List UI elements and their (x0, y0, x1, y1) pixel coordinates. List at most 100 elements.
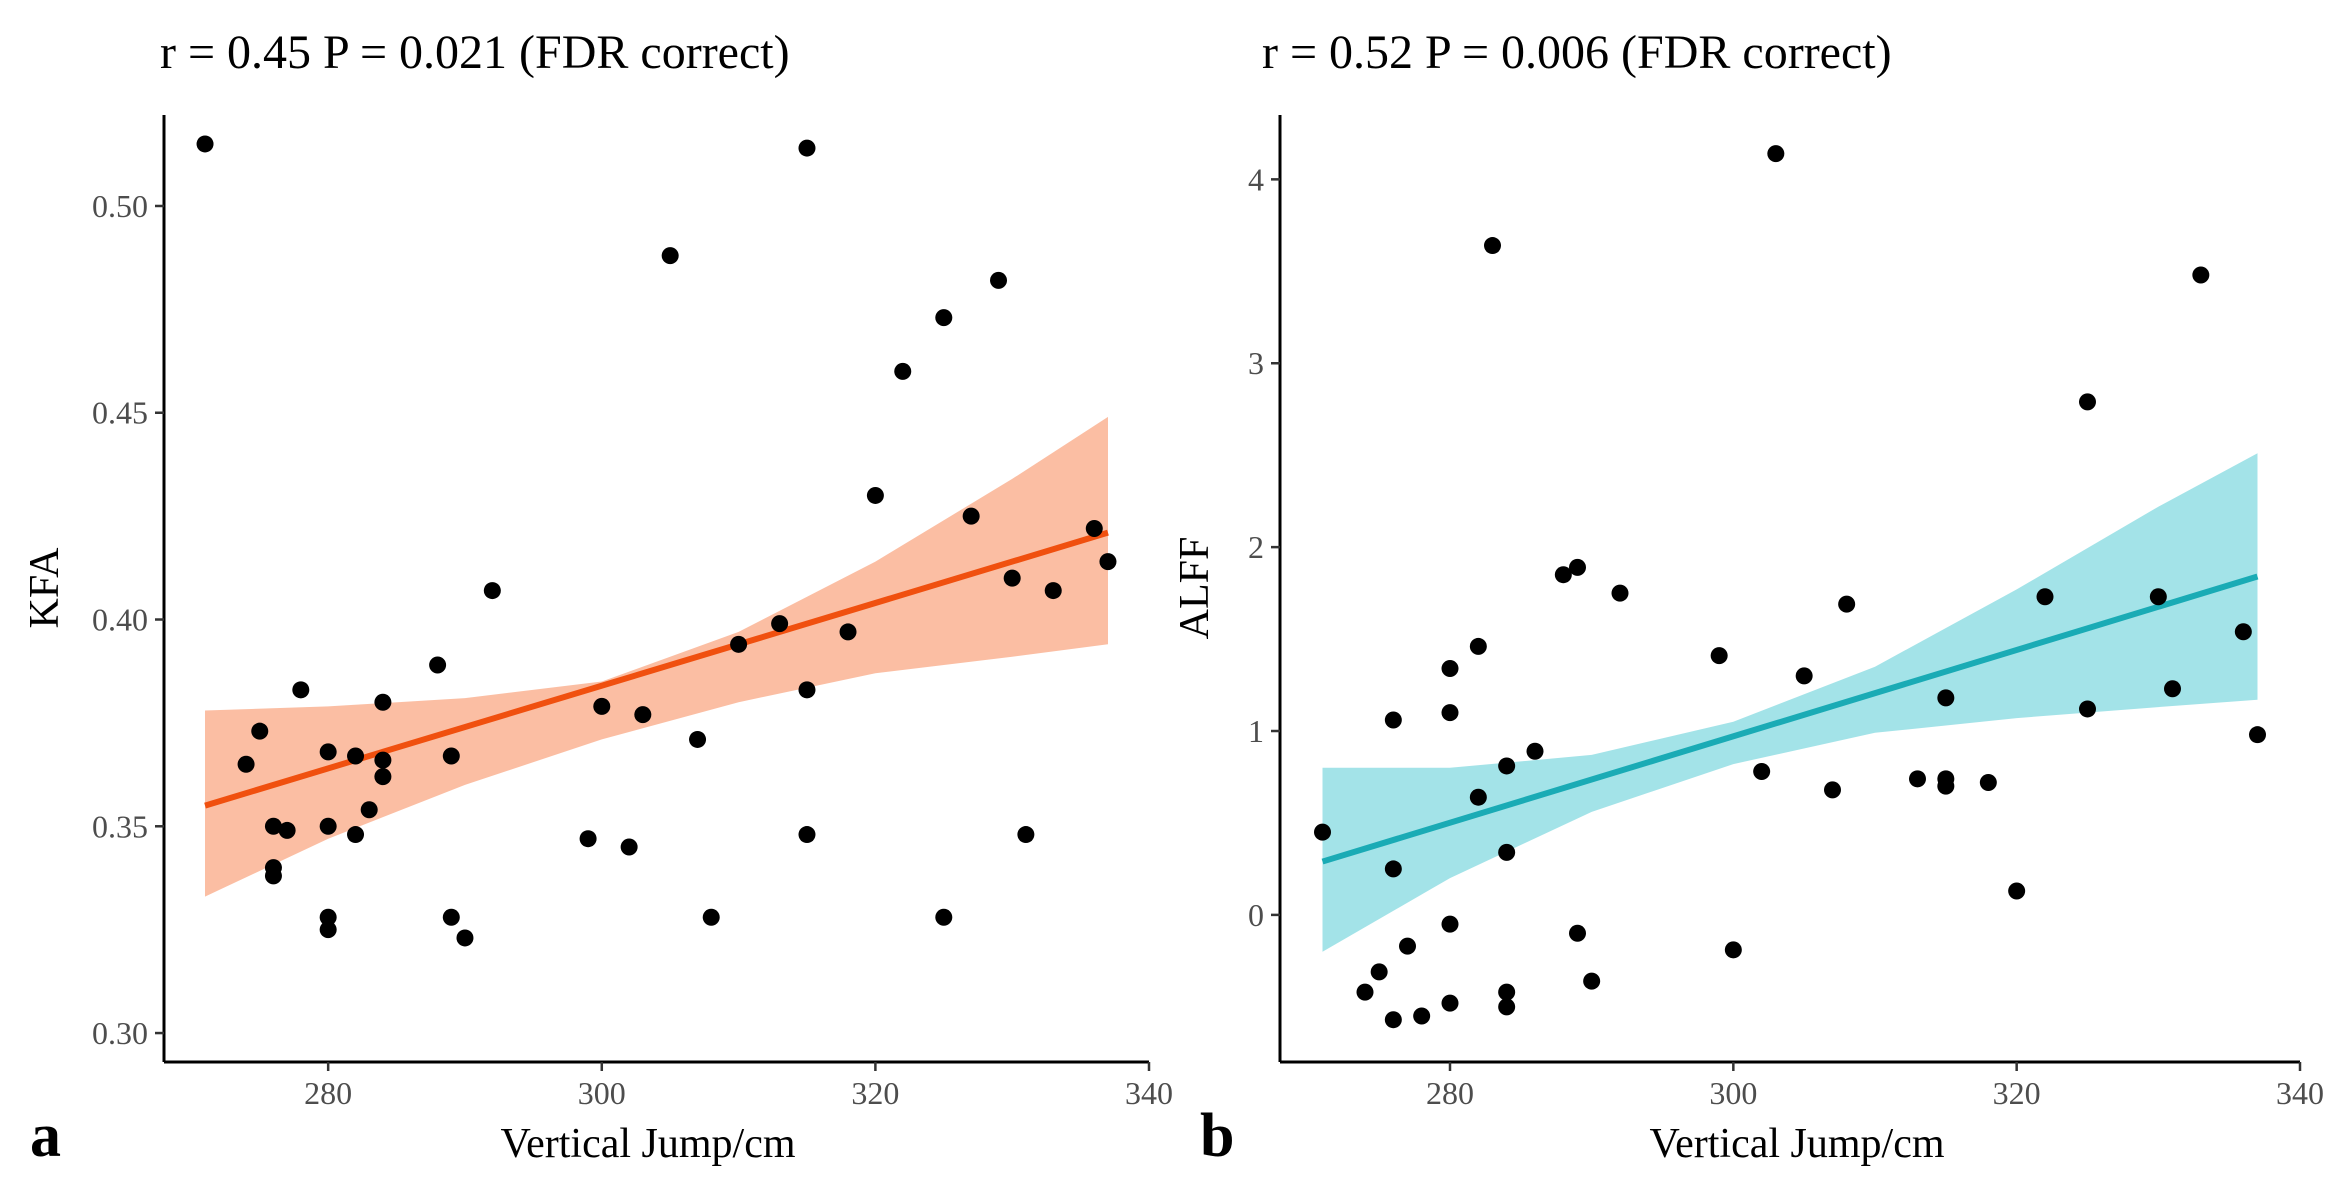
panel-b-data-point (1909, 770, 1926, 788)
panel-a-data-point (264, 867, 282, 885)
panel-b-data-point (1498, 998, 1516, 1016)
panel-b-y-tick-label: 0 (1248, 897, 1264, 933)
panel-b-fit-line (1321, 573, 2259, 865)
panel-b-data-point (1767, 145, 1785, 163)
panel-b-data-point (1724, 941, 1742, 959)
panel-a-data-point (579, 830, 597, 848)
panel-a-data-point (935, 908, 953, 926)
panel-b-x-tick-label: 320 (1993, 1075, 2041, 1111)
panel-a-data-point (990, 271, 1008, 289)
panel-a-x-tick-label: 320 (851, 1075, 899, 1111)
panel-a-data-point (319, 908, 337, 926)
panel-b-y-tick-label: 1 (1248, 713, 1264, 749)
panel-b-x-label: Vertical Jump/cm (1649, 1121, 1944, 1167)
panel-b-data-point (1498, 843, 1516, 861)
panel-a: r = 0.45 P = 0.021 (FDR correct) 0.30 0.3… (22, 26, 1173, 1170)
panel-b-y-tick-label: 2 (1248, 529, 1264, 565)
panel-a-data-point (237, 755, 255, 773)
panel-b-data-point (1384, 711, 1402, 729)
panel-b-data-point (1441, 915, 1459, 933)
panel-a-data-point (935, 309, 953, 327)
panel-b-data-point (1441, 994, 1459, 1012)
panel-b-data-point (1795, 667, 1813, 685)
panel-a-data-point (1003, 569, 1021, 587)
panel-b-data-point (1384, 860, 1402, 878)
panel-b-data-point (1753, 762, 1771, 780)
panel-b-y-tick-label: 3 (1248, 345, 1264, 381)
panel-a-y-tick-label: 0.40 (92, 602, 148, 638)
panel-b-data-point (1399, 937, 1416, 955)
panel-a-data-point (374, 751, 392, 769)
panel-b-data-point (2079, 393, 2096, 411)
panel-a-data-point (689, 730, 707, 748)
panel-b-data-point (1413, 1007, 1431, 1025)
panel-a-data-point (1044, 582, 1062, 600)
panel-a-data-point (442, 747, 460, 765)
panel-b-data-point (1484, 237, 1501, 255)
panel-b-data-point (1498, 757, 1516, 775)
panel-a-y-tick-label: 0.50 (92, 188, 148, 224)
panel-b-data-point (1469, 788, 1487, 806)
panel-a-data-point (1099, 553, 1117, 571)
panel-b-data-point (1569, 558, 1586, 576)
panel-b-x-tick-label: 340 (2276, 1075, 2324, 1111)
panel-b: r = 0.52 P = 0.006 (FDR correct) 0 1 2 3 4 2… (1172, 26, 2324, 1170)
panel-a-data-point (866, 486, 884, 504)
panel-a-data-point (429, 656, 447, 674)
panel-b-data-point (1554, 566, 1572, 584)
panel-a-y-label: KFA (22, 547, 68, 629)
panel-a-data-point (360, 801, 378, 819)
panel-a-y-tick-label: 0.45 (92, 395, 148, 431)
panel-a-confidence-band (205, 416, 1108, 897)
panel-b-data-point (1469, 637, 1487, 655)
panel-b-data-point (1838, 595, 1856, 613)
panel-b-data-point (1979, 773, 1997, 791)
panel-a-data-point (442, 908, 460, 926)
panel-a-data-point (292, 681, 310, 699)
panel-b-data-point (1441, 659, 1459, 677)
panel-a-data-point (894, 362, 912, 380)
panel-b-data-point (1710, 647, 1728, 665)
panel-a-data-point (593, 697, 611, 715)
panel-b-data-point (2008, 882, 2026, 900)
panel-a-data-point (1085, 520, 1103, 538)
panel-b-data-point (1937, 777, 1955, 795)
panel-a-x-tick-label: 300 (578, 1075, 626, 1111)
panel-a-data-point (374, 768, 392, 786)
panel-b-x-tick-label: 300 (1709, 1075, 1757, 1111)
panel-a-data-point (839, 623, 857, 641)
panel-a-fit-line (204, 529, 1109, 809)
panel-b-data-point (1384, 1011, 1402, 1029)
panel-a-data-point (456, 929, 474, 947)
panel-b-x-tick-label: 280 (1426, 1075, 1474, 1111)
panel-b-data-point (1356, 983, 1374, 1001)
panel-a-letter: a (30, 1102, 61, 1170)
panel-b-y-tick-label: 4 (1248, 161, 1264, 197)
panel-b-data-point (2079, 700, 2096, 718)
panel-b-data-point (2234, 623, 2252, 641)
panel-a-data-point (798, 681, 816, 699)
panel-b-title: r = 0.52 P = 0.006 (FDR correct) (1262, 26, 1892, 79)
panel-b-data-point (1569, 924, 1586, 942)
panel-a-x-tick-label: 280 (304, 1075, 352, 1111)
panel-a-data-point (620, 838, 638, 856)
panel-b-y-label: ALFF (1172, 537, 1218, 640)
panel-a-data-point (264, 817, 282, 835)
panel-a-data-point (319, 921, 337, 939)
panel-a-data-point (798, 139, 816, 157)
panel-a-data-point (347, 826, 365, 844)
panel-b-data-point (1526, 742, 1544, 760)
panel-b-data-point (2192, 266, 2210, 284)
panel-a-data-point (196, 135, 214, 153)
panel-b-data-point (1441, 704, 1459, 722)
panel-b-data-point (1611, 584, 1629, 602)
panel-b-confidence-band (1322, 453, 2258, 952)
panel-b-data-point (1824, 781, 1841, 799)
panel-a-data-point (771, 615, 789, 633)
panel-a-data-point (347, 747, 365, 765)
panel-b-data-point (2249, 726, 2266, 744)
panel-b-data-point (2149, 588, 2167, 606)
panel-a-y-tick-label: 0.30 (92, 1015, 148, 1051)
panel-a-title: r = 0.45 P = 0.021 (FDR correct) (160, 26, 790, 79)
